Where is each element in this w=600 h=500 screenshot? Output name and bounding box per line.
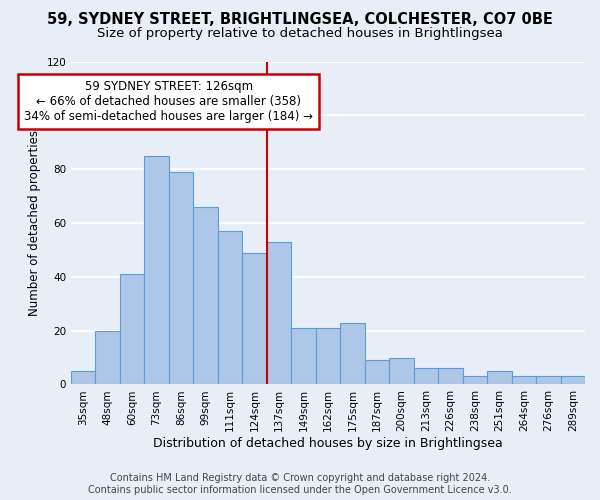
Text: Size of property relative to detached houses in Brightlingsea: Size of property relative to detached ho… — [97, 28, 503, 40]
Bar — [438, 368, 463, 384]
Y-axis label: Number of detached properties: Number of detached properties — [28, 130, 41, 316]
Bar — [389, 358, 413, 384]
Bar — [316, 328, 340, 384]
Bar — [365, 360, 389, 384]
Bar — [169, 172, 193, 384]
Bar — [193, 207, 218, 384]
Text: Contains HM Land Registry data © Crown copyright and database right 2024.
Contai: Contains HM Land Registry data © Crown c… — [88, 474, 512, 495]
Bar — [487, 371, 512, 384]
Bar — [145, 156, 169, 384]
Bar — [95, 330, 120, 384]
Text: 59 SYDNEY STREET: 126sqm
← 66% of detached houses are smaller (358)
34% of semi-: 59 SYDNEY STREET: 126sqm ← 66% of detach… — [25, 80, 313, 124]
Bar — [218, 231, 242, 384]
Bar — [340, 322, 365, 384]
Bar — [120, 274, 145, 384]
Bar — [242, 252, 267, 384]
Bar — [413, 368, 438, 384]
Bar — [291, 328, 316, 384]
Bar — [71, 371, 95, 384]
Bar — [536, 376, 560, 384]
Text: 59, SYDNEY STREET, BRIGHTLINGSEA, COLCHESTER, CO7 0BE: 59, SYDNEY STREET, BRIGHTLINGSEA, COLCHE… — [47, 12, 553, 28]
X-axis label: Distribution of detached houses by size in Brightlingsea: Distribution of detached houses by size … — [153, 437, 503, 450]
Bar — [512, 376, 536, 384]
Bar — [267, 242, 291, 384]
Bar — [463, 376, 487, 384]
Bar — [560, 376, 585, 384]
